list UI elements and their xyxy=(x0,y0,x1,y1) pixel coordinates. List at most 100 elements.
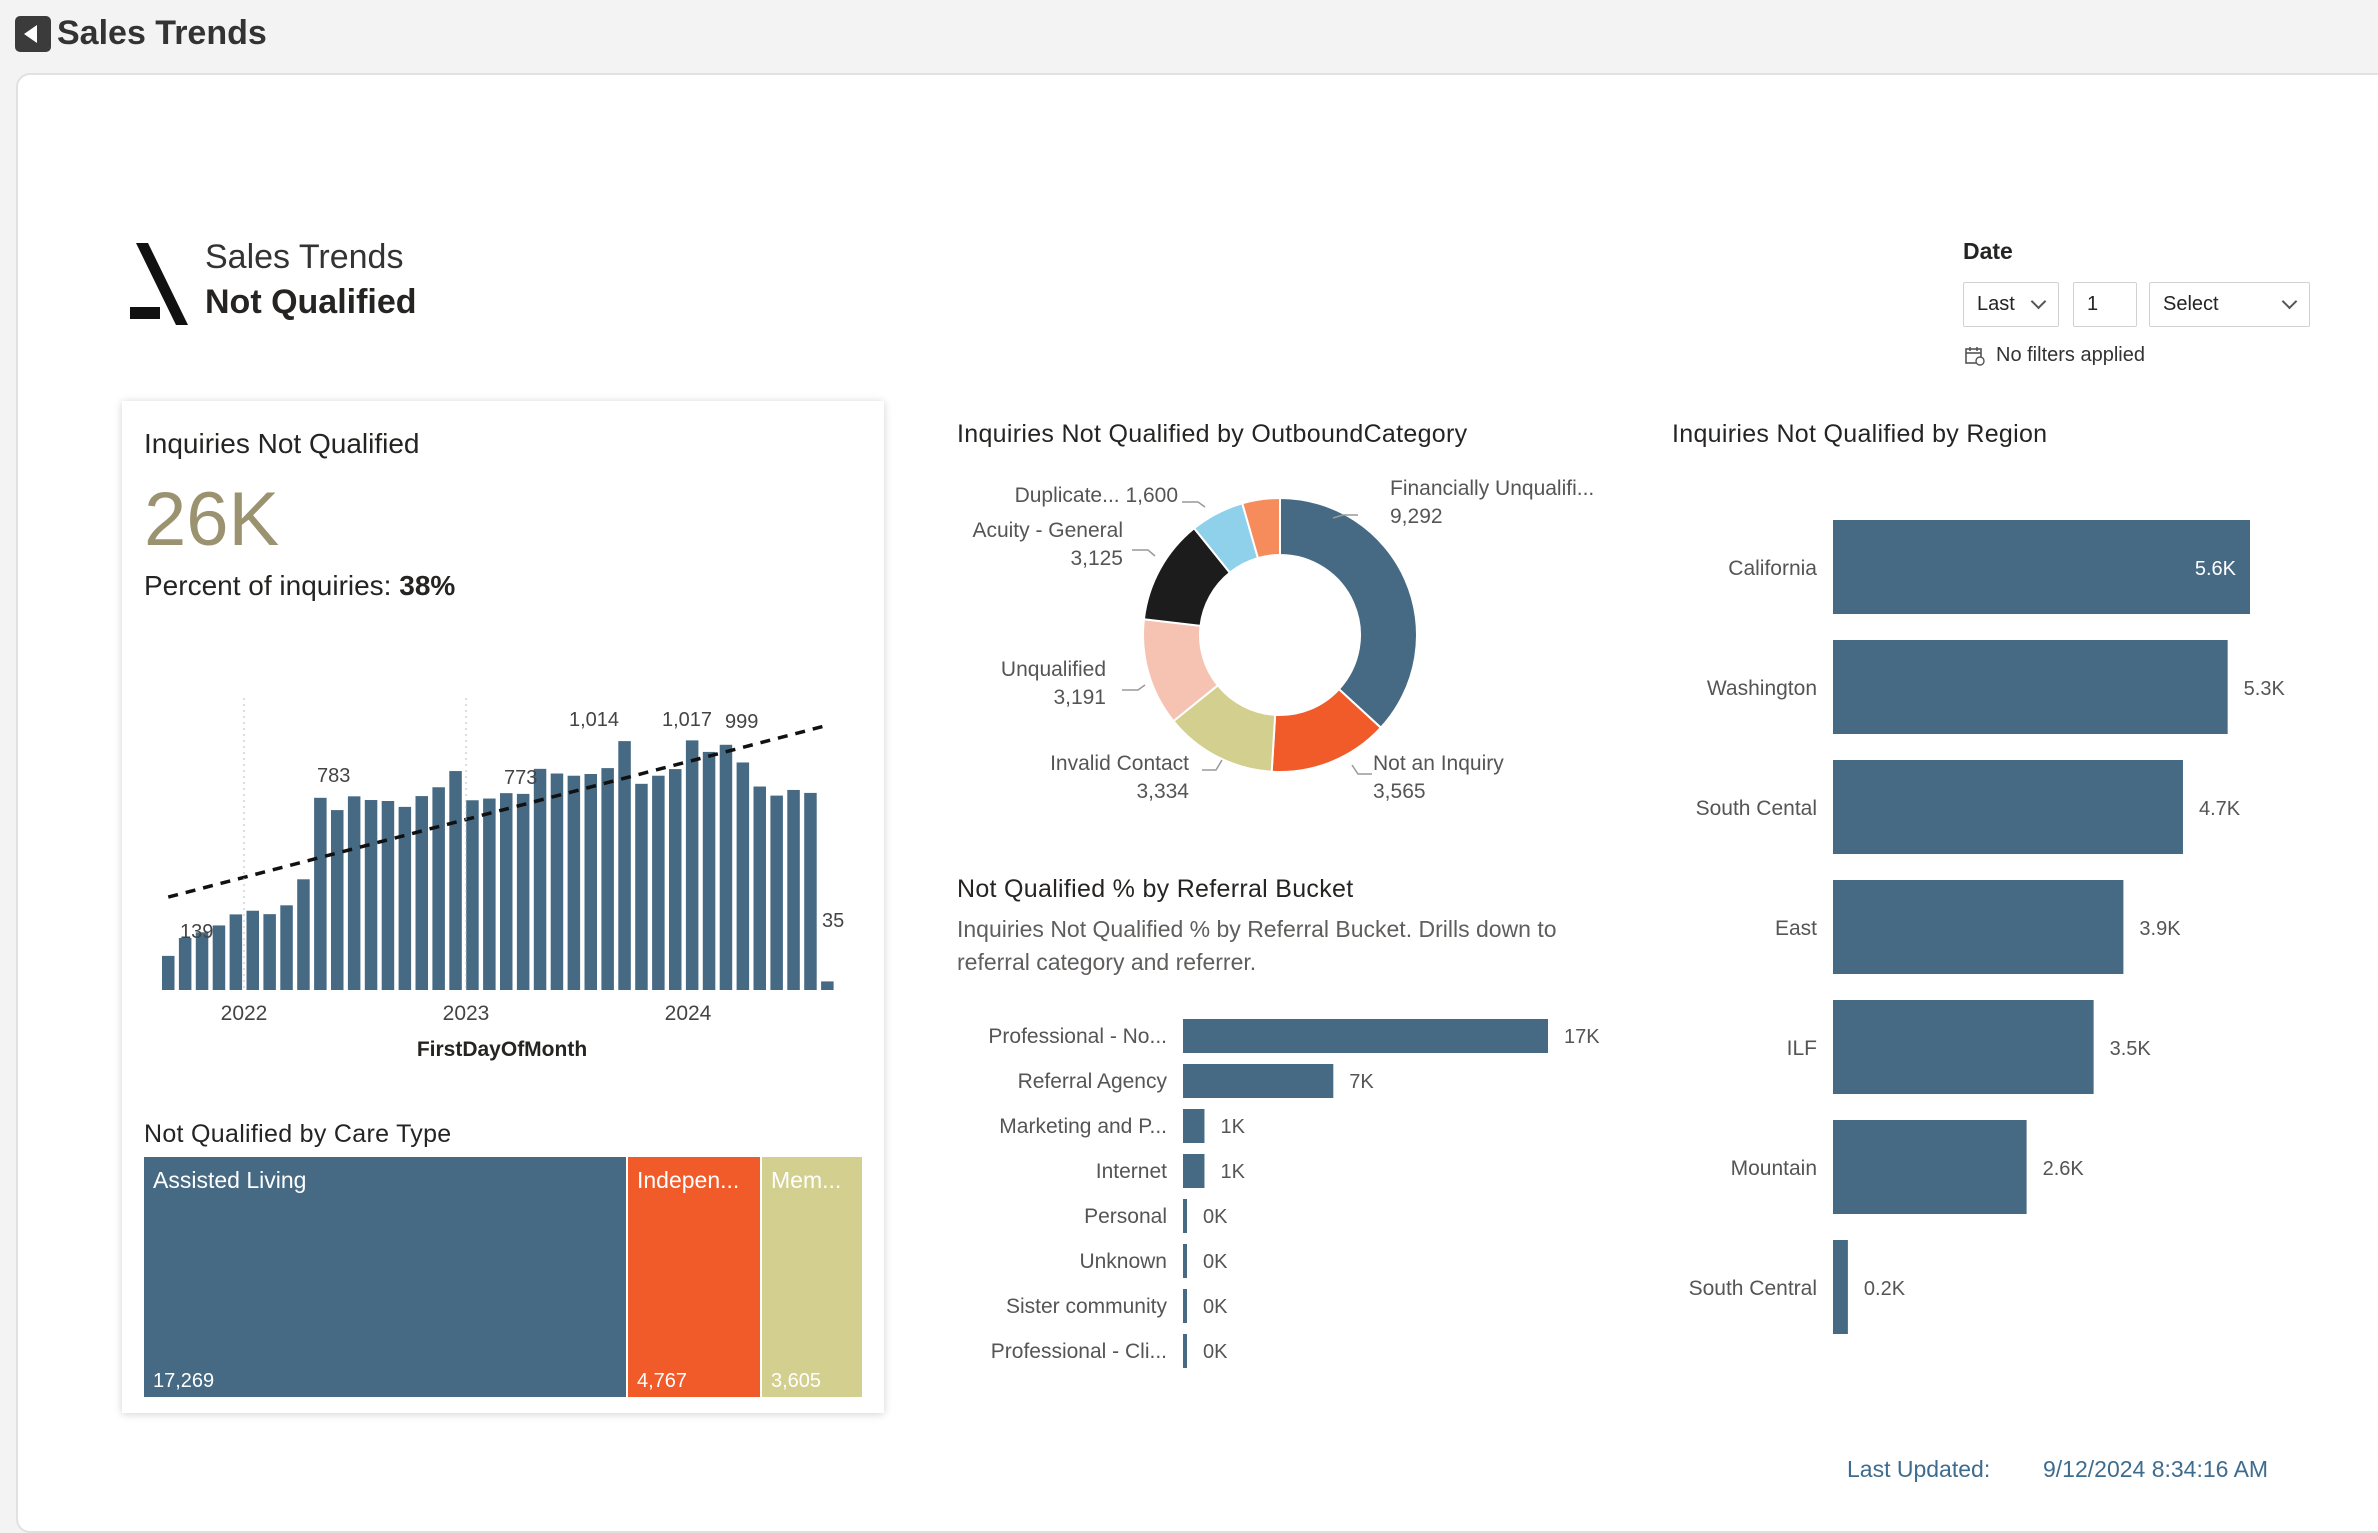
tile-independent[interactable]: Indepen... 4,767 xyxy=(628,1157,760,1397)
region-data-label: 4.7K xyxy=(2199,798,2241,820)
month-bar[interactable] xyxy=(584,774,598,990)
outbound-title: Inquiries Not Qualified by OutboundCateg… xyxy=(957,420,1468,448)
monthly-bar-chart[interactable]: 139 783 773 1,014 1,017 999 35 2022 2023… xyxy=(122,660,884,1070)
referral-bar[interactable] xyxy=(1183,1199,1187,1233)
care-type-title: Not Qualified by Care Type xyxy=(144,1120,452,1148)
tile-label: Mem... xyxy=(771,1167,842,1193)
month-bar[interactable] xyxy=(466,800,479,990)
month-bar[interactable] xyxy=(178,937,192,990)
referral-category-label: Unknown xyxy=(1079,1250,1167,1273)
month-bar[interactable] xyxy=(381,801,395,990)
region-label: Washington xyxy=(1707,677,1817,700)
month-bar[interactable] xyxy=(432,787,445,990)
period-unit-value: Select xyxy=(2163,293,2219,315)
period-unit-dropdown[interactable]: Select xyxy=(2149,282,2310,327)
referral-bar[interactable] xyxy=(1183,1334,1187,1368)
month-bar[interactable] xyxy=(500,793,513,990)
referral-bar[interactable] xyxy=(1183,1154,1205,1188)
month-bar[interactable] xyxy=(753,786,767,990)
donut-label-not-inquiry: Not an Inquiry xyxy=(1373,752,1504,775)
referral-title: Not Qualified % by Referral Bucket xyxy=(957,875,1354,903)
referral-data-label: 0K xyxy=(1203,1341,1228,1363)
referral-category-label: Sister community xyxy=(1006,1295,1168,1318)
month-bar[interactable] xyxy=(415,796,429,990)
month-bar[interactable] xyxy=(652,775,665,990)
region-bar[interactable] xyxy=(1833,760,2183,854)
relative-period-dropdown[interactable]: Last xyxy=(1963,282,2059,327)
month-bar[interactable] xyxy=(770,795,783,990)
month-bar[interactable] xyxy=(347,796,361,990)
tile-memory[interactable]: Mem... 3,605 xyxy=(762,1157,862,1397)
region-bar[interactable] xyxy=(1833,880,2124,974)
tile-assisted-living[interactable]: Assisted Living 17,269 xyxy=(144,1157,626,1397)
region-bar[interactable] xyxy=(1833,640,2228,734)
referral-bar[interactable] xyxy=(1183,1019,1548,1053)
referral-bar[interactable] xyxy=(1183,1064,1334,1098)
month-bar[interactable] xyxy=(821,981,834,990)
bar-label-1014: 1,014 xyxy=(569,709,619,731)
referral-bar-chart[interactable]: Professional - No... 17K Referral Agency 7K… xyxy=(940,1005,1640,1385)
month-bar[interactable] xyxy=(263,914,276,990)
month-bar[interactable] xyxy=(516,793,530,990)
month-bar[interactable] xyxy=(297,879,310,990)
month-bar[interactable] xyxy=(533,768,547,990)
donut-slice[interactable] xyxy=(1241,496,1281,560)
month-bar[interactable] xyxy=(685,740,699,990)
referral-data-label: 1K xyxy=(1220,1161,1245,1183)
month-bar[interactable] xyxy=(736,762,750,990)
month-bar[interactable] xyxy=(702,751,716,990)
report-subtitle: Not Qualified xyxy=(205,283,417,321)
month-bar[interactable] xyxy=(719,744,733,990)
region-bar[interactable] xyxy=(1833,1240,1848,1334)
month-bar[interactable] xyxy=(449,771,462,990)
month-bar[interactable] xyxy=(229,914,243,990)
month-bar[interactable] xyxy=(280,905,293,990)
month-bar[interactable] xyxy=(314,797,327,990)
bar-label-999: 999 xyxy=(725,711,758,733)
month-bar[interactable] xyxy=(601,768,614,990)
month-bar[interactable] xyxy=(618,741,631,990)
month-bar[interactable] xyxy=(635,783,648,990)
care-type-treemap[interactable]: Assisted Living 17,269 Indepen... 4,767 … xyxy=(144,1157,862,1397)
trend-line xyxy=(167,723,828,899)
donut-label-financial: Financially Unqualifi... xyxy=(1390,477,1594,500)
month-bar[interactable] xyxy=(398,806,412,990)
month-bar[interactable] xyxy=(364,800,378,990)
period-count-input[interactable]: 1 xyxy=(2073,282,2137,327)
month-bar[interactable] xyxy=(787,789,800,990)
month-bar[interactable] xyxy=(804,792,817,990)
referral-bar[interactable] xyxy=(1183,1244,1187,1278)
month-bar[interactable] xyxy=(550,773,564,990)
referral-bar[interactable] xyxy=(1183,1289,1187,1323)
region-bar[interactable] xyxy=(1833,1120,2027,1214)
calendar-filter-icon xyxy=(1965,346,1985,366)
month-bar[interactable] xyxy=(212,925,226,990)
last-updated-value: 9/12/2024 8:34:16 AM xyxy=(2043,1456,2269,1482)
tile-label: Assisted Living xyxy=(153,1167,307,1193)
month-bar[interactable] xyxy=(246,910,260,990)
bar-label-773: 773 xyxy=(504,767,537,789)
donut-label-duplicate: Duplicate... 1,600 xyxy=(1015,484,1178,507)
donut-slice[interactable] xyxy=(1279,496,1418,730)
month-bar[interactable] xyxy=(483,798,496,990)
referral-bar[interactable] xyxy=(1183,1109,1205,1143)
region-bar-chart[interactable]: California 5.6K Washington 5.3K South Cental… xyxy=(1660,500,2300,1360)
referral-category-label: Marketing and P... xyxy=(999,1115,1167,1138)
month-bar[interactable] xyxy=(669,769,682,990)
month-bar[interactable] xyxy=(162,955,175,990)
month-bar[interactable] xyxy=(331,810,344,990)
referral-description: Inquiries Not Qualified % by Referral Bu… xyxy=(957,916,1557,975)
app-title: Sales Trends xyxy=(57,14,267,52)
region-bar[interactable] xyxy=(1833,520,2250,614)
donut-value-unqualified: 3,191 xyxy=(1053,686,1106,709)
bar-label-139: 139 xyxy=(180,921,213,943)
region-bar[interactable] xyxy=(1833,1000,2094,1094)
referral-data-label: 7K xyxy=(1349,1071,1374,1093)
filter-status-text: No filters applied xyxy=(1996,344,2145,366)
outbound-donut-chart[interactable]: Financially Unqualifi... 9,292 Duplicate… xyxy=(940,470,1620,820)
month-bar[interactable] xyxy=(567,775,581,990)
date-filter-label: Date xyxy=(1963,238,2013,264)
back-arrow-icon[interactable] xyxy=(15,16,51,52)
month-bar[interactable] xyxy=(195,932,209,990)
x-tick-2023: 2023 xyxy=(443,1002,490,1025)
